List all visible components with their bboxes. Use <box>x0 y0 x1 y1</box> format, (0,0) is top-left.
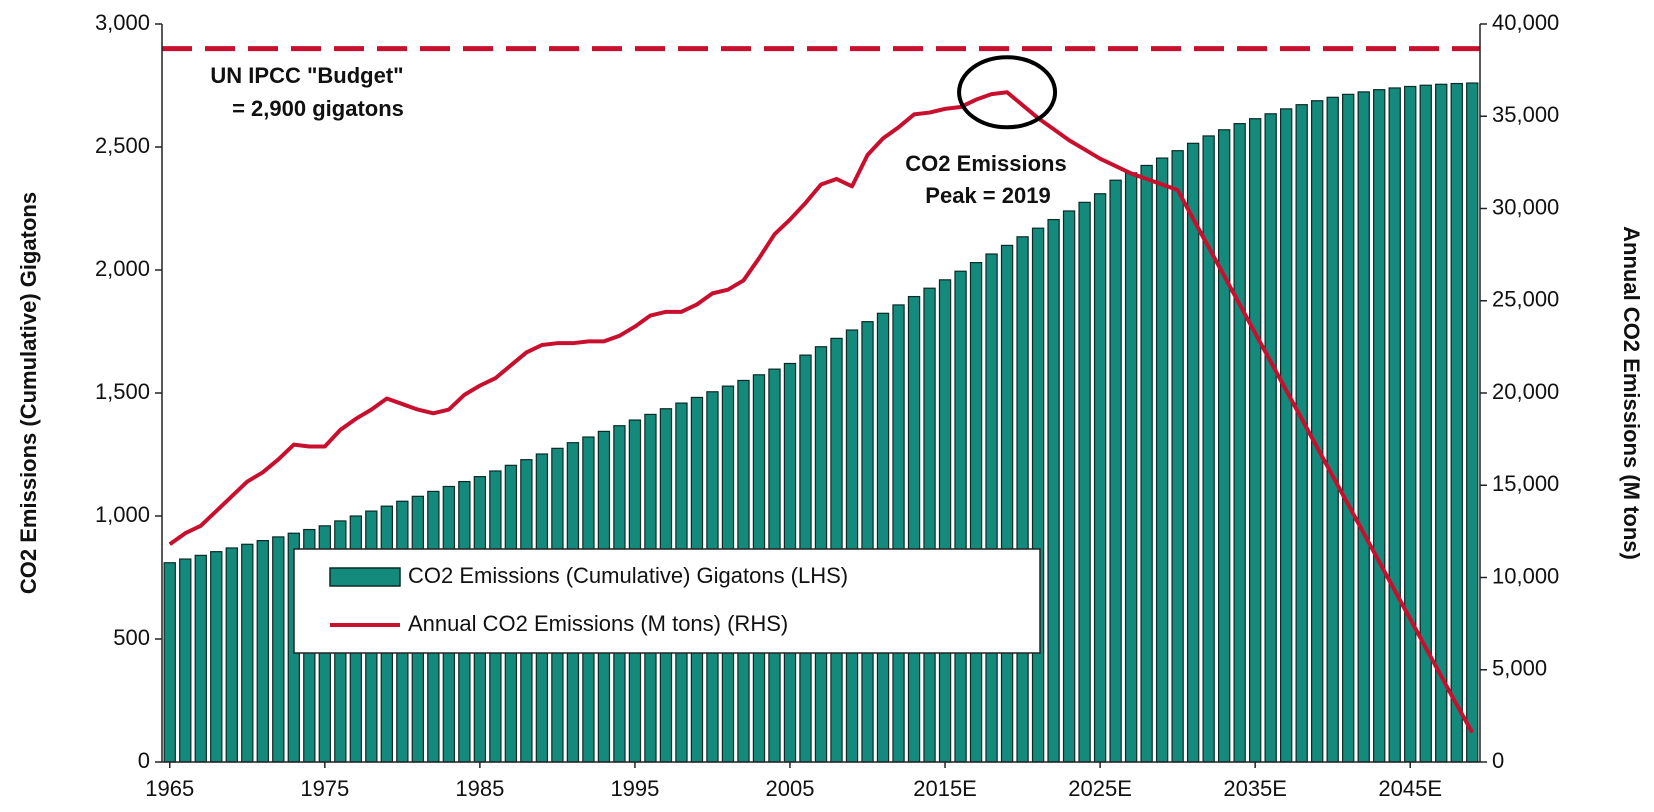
annotation: UN IPCC "Budget" <box>210 63 403 88</box>
y2-axis-title: Annual CO2 Emissions (M tons) <box>1619 226 1644 560</box>
bar <box>225 547 238 763</box>
y-tick-label: 3,000 <box>95 10 150 35</box>
bar <box>163 562 176 763</box>
bar <box>954 270 967 763</box>
y-tick-label: 1,000 <box>95 502 150 527</box>
legend: CO2 Emissions (Cumulative) Gigatons (LHS… <box>293 548 1041 654</box>
x-tick-label: 1975 <box>300 776 349 801</box>
bar <box>1186 142 1200 763</box>
bar <box>1295 104 1308 763</box>
bar <box>1016 236 1029 763</box>
bar <box>1435 83 1448 763</box>
bar <box>1450 82 1463 763</box>
bar <box>969 262 983 763</box>
annotation: = 2,900 gigatons <box>232 96 404 121</box>
bar <box>1109 179 1122 763</box>
bar <box>1217 129 1231 763</box>
bar <box>1047 218 1060 763</box>
bar <box>256 539 269 763</box>
y-tick-label: 500 <box>113 625 150 650</box>
bar <box>1140 164 1153 763</box>
y-tick-label: 0 <box>138 748 150 773</box>
annotation: CO2 Emissions <box>905 151 1066 176</box>
bar <box>938 279 952 763</box>
bar <box>1342 93 1355 763</box>
bar <box>1093 193 1107 763</box>
y2-tick-label: 0 <box>1492 748 1504 773</box>
bar <box>1233 123 1246 763</box>
bar <box>861 321 874 763</box>
bar <box>1419 84 1432 763</box>
bar <box>1248 118 1262 763</box>
x-tick-label: 2025E <box>1068 776 1132 801</box>
bar <box>923 287 936 763</box>
y2-tick-label: 30,000 <box>1492 194 1559 219</box>
bar <box>1000 244 1014 763</box>
bar <box>845 329 859 763</box>
annotation: Peak = 2019 <box>925 183 1050 208</box>
bar <box>985 253 998 763</box>
bar <box>1326 96 1339 763</box>
bar <box>1388 87 1401 763</box>
x-tick-label: 1995 <box>610 776 659 801</box>
bar <box>1357 91 1370 763</box>
line-series <box>168 90 1474 734</box>
bar <box>210 551 223 763</box>
x-tick-label: 2035E <box>1223 776 1287 801</box>
x-tick-label: 1965 <box>145 776 194 801</box>
bar <box>241 543 254 763</box>
x-tick-label: 2005 <box>766 776 815 801</box>
bar <box>179 558 192 763</box>
bar <box>1031 227 1045 763</box>
bar <box>272 536 285 763</box>
x-tick-label: 1985 <box>455 776 504 801</box>
bar <box>1171 150 1184 763</box>
bar <box>876 312 890 763</box>
y-tick-label: 2,000 <box>95 256 150 281</box>
bar <box>1078 201 1091 763</box>
y2-tick-label: 35,000 <box>1492 102 1559 127</box>
legend-label: CO2 Emissions (Cumulative) Gigatons (LHS… <box>408 563 848 588</box>
bar <box>1466 82 1479 763</box>
bar <box>892 304 905 763</box>
y2-tick-label: 5,000 <box>1492 656 1547 681</box>
bar <box>1311 100 1324 763</box>
y-tick-label: 2,500 <box>95 133 150 158</box>
y2-tick-label: 15,000 <box>1492 471 1559 496</box>
y2-tick-label: 40,000 <box>1492 10 1559 35</box>
legend-box <box>293 548 1041 654</box>
bar <box>1279 108 1293 763</box>
bar <box>1202 135 1215 763</box>
legend-label: Annual CO2 Emissions (M tons) (RHS) <box>408 611 788 636</box>
y-axis-title: CO2 Emissions (Cumulative) Gigatons <box>16 192 41 594</box>
bar <box>907 295 921 763</box>
y-tick-label: 1,500 <box>95 379 150 404</box>
bar <box>194 554 207 763</box>
legend-swatch <box>329 567 401 587</box>
peak-circle <box>957 55 1058 130</box>
y2-tick-label: 20,000 <box>1492 379 1559 404</box>
x-tick-label: 2045E <box>1378 776 1442 801</box>
bar <box>1404 85 1417 763</box>
y2-tick-label: 10,000 <box>1492 563 1559 588</box>
x-tick-label: 2015E <box>913 776 977 801</box>
bar <box>1264 113 1277 763</box>
y2-tick-label: 25,000 <box>1492 287 1559 312</box>
bar <box>1124 172 1138 763</box>
bar <box>1373 89 1386 763</box>
bar <box>1155 157 1169 763</box>
bar <box>1062 210 1076 763</box>
